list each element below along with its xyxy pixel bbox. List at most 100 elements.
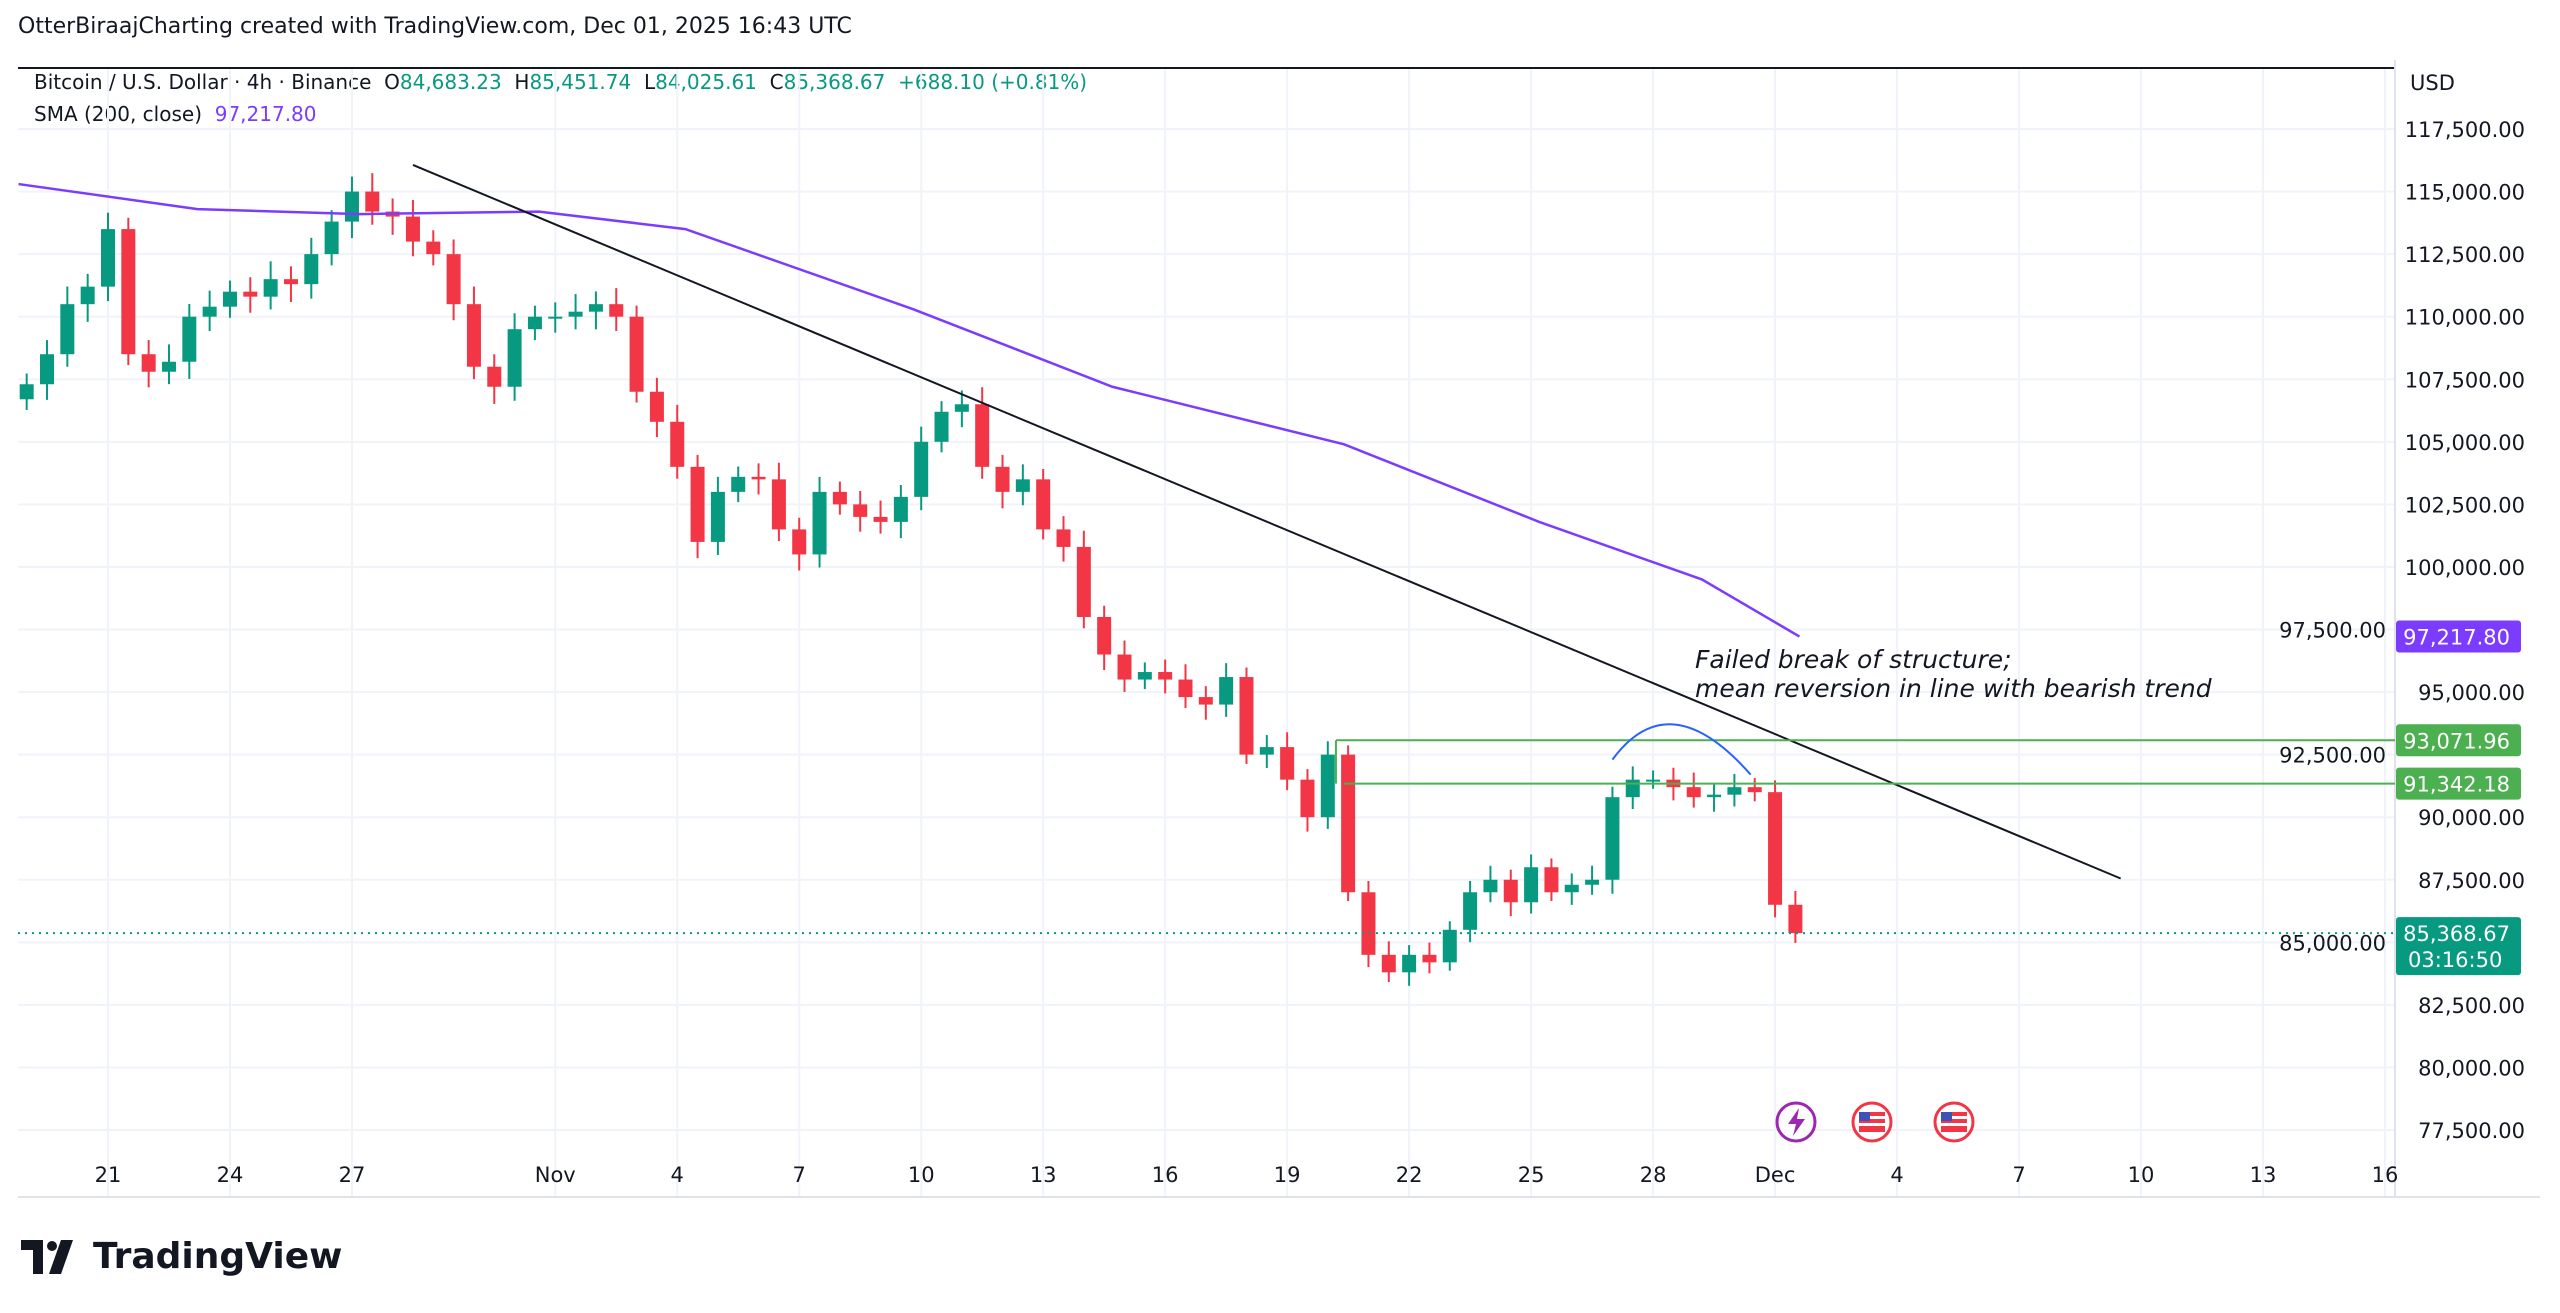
time-tick-label: 10 — [908, 1163, 935, 1187]
candle — [1280, 732, 1295, 791]
arc-drawing[interactable] — [1611, 723, 1752, 776]
us-flag-event-icon[interactable] — [1851, 1101, 1893, 1143]
candles — [19, 173, 1803, 986]
candle — [1402, 945, 1417, 986]
us-flag-event-icon[interactable] — [1933, 1101, 1975, 1143]
price-tick-label: 87,500.00 — [2418, 869, 2525, 893]
candle-body — [812, 491, 827, 555]
currency-label: USD — [2410, 71, 2455, 95]
open-value: 84,683.23 — [399, 70, 502, 94]
close-label: C — [769, 70, 784, 94]
candle — [1300, 769, 1315, 832]
candle — [548, 302, 563, 333]
candle — [609, 288, 624, 332]
price-tick-label: 80,000.00 — [2418, 1056, 2525, 1080]
candle-body — [446, 254, 461, 305]
candle-body — [710, 491, 725, 542]
time-tick-label: 4 — [1890, 1163, 1903, 1187]
candle — [1483, 865, 1498, 903]
sma-legend-row[interactable]: SMA (200, close) 97,217.80 — [34, 98, 1087, 130]
candle-body — [771, 479, 786, 530]
bearish-trendline[interactable] — [412, 163, 2122, 880]
price-tick-label: 110,000.00 — [2405, 306, 2525, 330]
time-tick-label: 25 — [1518, 1163, 1545, 1187]
annotation-line-2[interactable]: mean reversion in line with bearish tren… — [1695, 674, 2212, 703]
candle — [1686, 772, 1701, 808]
candle — [507, 313, 522, 401]
candle-body — [1056, 529, 1071, 547]
sma-200-line[interactable] — [18, 182, 1801, 638]
candle-body — [1625, 779, 1640, 798]
candle-body — [1768, 792, 1783, 905]
price-tick-label: 100,000.00 — [2405, 556, 2525, 580]
candle — [954, 390, 969, 428]
candle — [1707, 784, 1722, 812]
candle-body — [1158, 672, 1173, 680]
price-tick-label: 97,500.00 — [2279, 619, 2386, 643]
time-tick-label: 28 — [1640, 1163, 1667, 1187]
candle-body — [1544, 867, 1559, 893]
time-tick-label: 19 — [1274, 1163, 1301, 1187]
symbol-legend-row[interactable]: Bitcoin / U.S. Dollar · 4h · Binance O84… — [34, 66, 1087, 98]
candle-body — [548, 316, 563, 319]
grid — [18, 68, 2395, 1197]
candle — [751, 463, 766, 495]
candle — [1381, 941, 1396, 982]
logo-text: TradingView — [93, 1236, 343, 1277]
candle-body — [731, 476, 746, 492]
candle — [60, 286, 75, 367]
candle-body — [243, 291, 258, 297]
time-tick-label: Dec — [1755, 1163, 1796, 1187]
annotation-line-1[interactable]: Failed break of structure; — [1695, 645, 2012, 674]
time-tick-label: 27 — [339, 1163, 366, 1187]
candle — [873, 500, 888, 534]
candle-body — [832, 491, 847, 505]
candle-body — [1097, 616, 1112, 655]
candle — [893, 485, 908, 539]
candle-body — [1381, 954, 1396, 973]
sma-value: 97,217.80 — [214, 102, 317, 126]
candle — [995, 454, 1010, 509]
candle-body — [1341, 754, 1356, 893]
candle — [1727, 773, 1742, 807]
candle — [690, 454, 705, 559]
candle — [202, 290, 217, 332]
overlays — [18, 163, 2395, 935]
candle-body — [1402, 954, 1417, 973]
candle — [1137, 662, 1152, 690]
high-label: H — [514, 70, 530, 94]
candle — [629, 305, 644, 403]
candle — [487, 354, 502, 404]
candle-body — [304, 254, 319, 285]
candle-body — [853, 504, 868, 517]
lightning-event-icon[interactable] — [1775, 1101, 1817, 1143]
low-value: 84,025.61 — [655, 70, 757, 94]
price-tick-label: 105,000.00 — [2405, 431, 2525, 455]
candle — [182, 304, 197, 380]
time-tick-label: 22 — [1396, 1163, 1423, 1187]
candle-body — [222, 291, 237, 307]
tradingview-logo[interactable]: TradingView — [21, 1236, 342, 1277]
candle — [1036, 468, 1051, 540]
candle — [19, 373, 34, 410]
axes: 77,500.00 80,000.00 82,500.00 85,000.00 87,5… — [95, 118, 2525, 1187]
event-icons — [1775, 1101, 1975, 1143]
candle-body — [19, 384, 34, 400]
last-price-tag: 85,368.67 — [2403, 922, 2510, 946]
chart-caption: OtterBiraajCharting created with Trading… — [18, 14, 852, 39]
candle-body — [141, 354, 156, 372]
candle-body — [202, 306, 217, 317]
time-tick-label: 7 — [793, 1163, 806, 1187]
candle-body — [487, 366, 502, 387]
candle-body — [263, 279, 278, 297]
candle-body — [161, 361, 176, 372]
time-tick-label: Nov — [535, 1163, 576, 1187]
candle-body — [1036, 479, 1051, 530]
candle-body — [1076, 546, 1091, 617]
symbol-name: Bitcoin / U.S. Dollar · 4h · Binance — [34, 70, 372, 94]
candle-body — [1727, 787, 1742, 795]
level-price-tag: 93,071.96 — [2403, 729, 2510, 753]
legend: Bitcoin / U.S. Dollar · 4h · Binance O84… — [34, 66, 1087, 130]
high-value: 85,451.74 — [529, 70, 632, 94]
